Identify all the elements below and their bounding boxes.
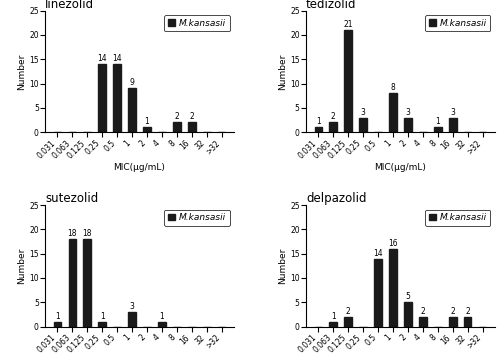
Bar [98,64,106,132]
Y-axis label: Number: Number [278,248,287,284]
Text: 2: 2 [190,113,194,121]
Text: 1: 1 [144,118,150,126]
Bar [314,127,322,132]
Bar [84,239,91,327]
Text: 2: 2 [466,307,470,316]
Y-axis label: Number: Number [18,53,26,89]
Text: 2: 2 [174,113,180,121]
Bar [434,127,442,132]
Legend: M.kansasii: M.kansasii [164,15,230,31]
Text: sutezolid: sutezolid [45,192,98,205]
Bar [128,312,136,327]
Text: 2: 2 [420,307,426,316]
Bar [54,322,61,327]
Text: delpazolid: delpazolid [306,192,366,205]
Text: 2: 2 [346,307,350,316]
X-axis label: MIC(μg/mL): MIC(μg/mL) [374,163,426,172]
Text: 3: 3 [406,108,410,116]
Bar [98,322,106,327]
Bar [173,122,180,132]
Legend: M.kansasii: M.kansasii [426,209,490,226]
Bar [390,93,396,132]
Bar [404,302,411,327]
Text: 3: 3 [450,108,455,116]
Text: 1: 1 [100,312,104,321]
Bar [188,122,196,132]
Text: 14: 14 [112,54,122,63]
Bar [128,88,136,132]
Bar [158,322,166,327]
Text: 2: 2 [331,113,336,121]
Text: 1: 1 [316,118,320,126]
Bar [144,127,150,132]
Text: 3: 3 [130,302,134,311]
Text: tedizolid: tedizolid [306,0,356,11]
Bar [390,249,396,327]
Text: 1: 1 [331,312,336,321]
Text: 1: 1 [436,118,440,126]
Text: 1: 1 [55,312,60,321]
Text: 14: 14 [98,54,107,63]
Text: 14: 14 [373,248,383,258]
Bar [404,118,411,132]
Text: 18: 18 [68,229,77,238]
Text: 21: 21 [344,20,353,29]
Text: 3: 3 [360,108,366,116]
Text: 18: 18 [82,229,92,238]
Legend: M.kansasii: M.kansasii [164,209,230,226]
Bar [330,122,337,132]
Y-axis label: Number: Number [18,248,26,284]
Bar [344,317,352,327]
Bar [449,118,456,132]
Bar [464,317,471,327]
Text: 16: 16 [388,239,398,248]
Text: 2: 2 [450,307,455,316]
Text: 8: 8 [390,83,396,92]
Bar [360,118,367,132]
Text: 5: 5 [406,292,410,301]
Y-axis label: Number: Number [278,53,287,89]
Bar [374,258,382,327]
Bar [330,322,337,327]
Bar [114,64,121,132]
Bar [419,317,426,327]
Text: 9: 9 [130,78,134,87]
Bar [344,30,352,132]
Text: 1: 1 [160,312,164,321]
Bar [449,317,456,327]
X-axis label: MIC(μg/mL): MIC(μg/mL) [114,163,166,172]
Text: linezolid: linezolid [45,0,94,11]
Bar [68,239,76,327]
Legend: M.kansasii: M.kansasii [426,15,490,31]
